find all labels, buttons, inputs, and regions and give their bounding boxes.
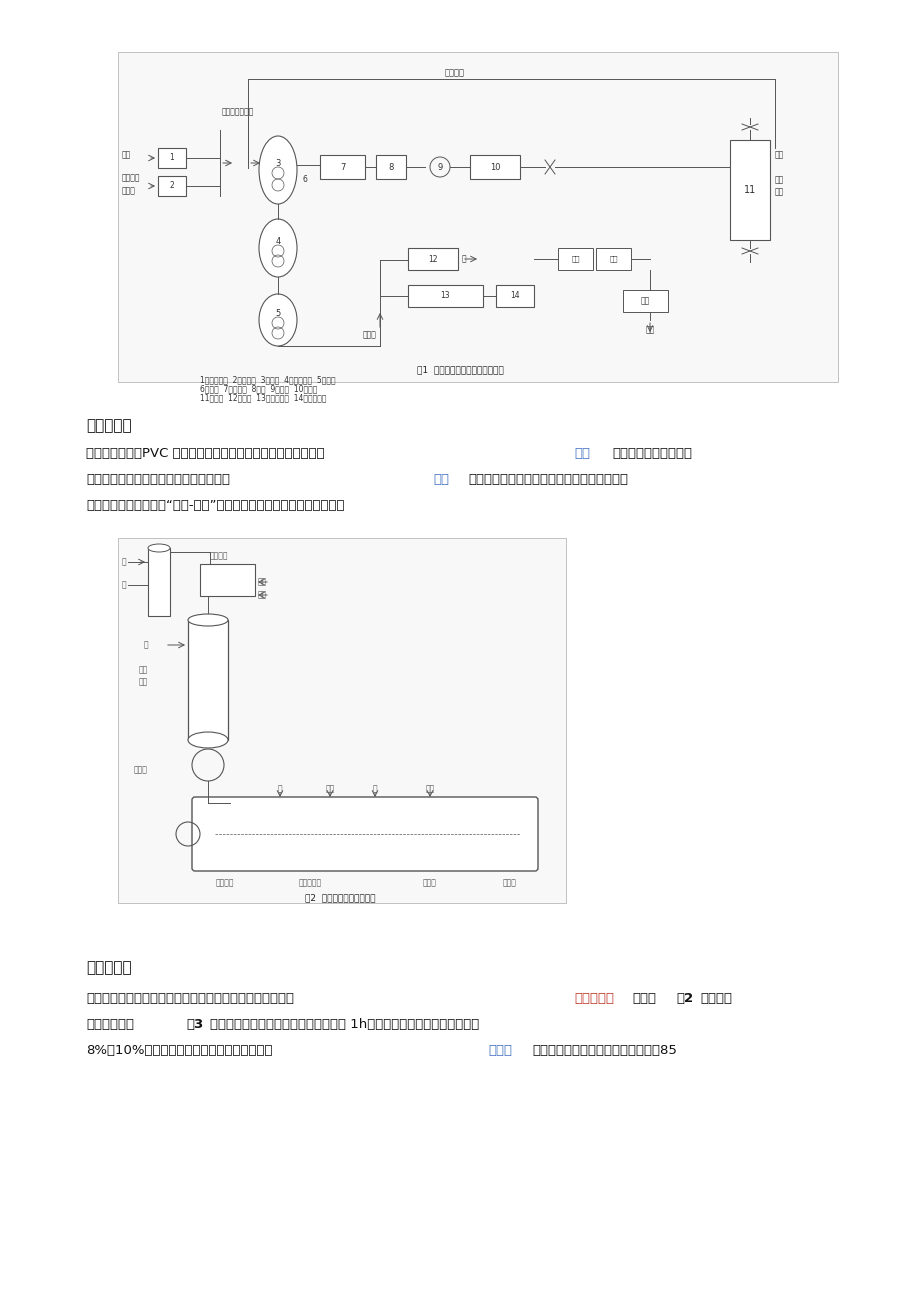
Text: 预聚物: 预聚物 [487,1044,512,1057]
Text: ）。聚合: ）。聚合 [699,992,732,1005]
Text: 固收单体: 固收单体 [445,68,464,77]
Ellipse shape [259,135,297,204]
Text: 合釜: 合釜 [139,677,148,686]
Text: 图2  二段本体聚合用聚合釜: 图2 二段本体聚合用聚合釜 [304,893,375,902]
Text: 5: 5 [275,309,280,318]
Text: 4: 4 [275,237,280,246]
Bar [622,290,667,312]
Text: 聚合釜: 聚合釜 [423,878,437,887]
Ellipse shape [187,732,228,749]
Text: 3: 3 [275,159,280,168]
Text: 单体: 单体 [425,784,434,793]
Ellipse shape [259,294,297,346]
Bar [187,620,228,740]
Bar [199,564,255,596]
Text: 最早的工业生产PVC 的一种方法。在乳液聚合中，除水和氯乙烯: 最早的工业生产PVC 的一种方法。在乳液聚合中，除水和氯乙烯 [85,447,324,460]
Text: 水: 水 [143,641,148,650]
Text: 热空气: 热空气 [363,331,377,340]
Bar [320,155,365,178]
Text: 水: 水 [372,784,377,793]
Text: 水: 水 [121,581,126,590]
Text: 过滤: 过滤 [608,255,617,262]
Text: 11: 11 [743,185,755,195]
Text: 图1  氯氯乙烯悬浮聚合的工艺流程: 图1 氯氯乙烯悬浮聚合的工艺流程 [416,365,503,374]
Text: 6: 6 [302,174,307,184]
Text: 6真空层  7气分离罐  8气罐  9压缩机  10镖冲罐: 6真空层 7气分离罐 8气罐 9压缩机 10镖冲罐 [199,384,317,393]
Text: 钠等表面活性剂作乳化剂，使单体分散于: 钠等表面活性剂作乳化剂，使单体分散于 [85,473,230,486]
Text: 10: 10 [489,163,500,172]
Text: 1单体计量槽  2水计量槽  3聚合釜  4单体回收罐  5混合室: 1单体计量槽 2水计量槽 3聚合釜 4单体回收罐 5混合室 [199,375,335,384]
Text: 空气: 空气 [774,187,783,197]
Bar [407,285,482,307]
Ellipse shape [187,615,228,626]
Bar [558,247,593,270]
Bar [118,52,837,381]
Text: 单体: 单体 [573,447,589,460]
Text: 分散剂、催化剂: 分散剂、催化剂 [221,108,254,116]
Ellipse shape [148,544,170,552]
Text: 气体: 气体 [325,784,335,793]
FancyBboxPatch shape [192,797,538,871]
Text: 为引发剂，还可以采用“氧化-还原”引发体系，聚合历程和悬浮法不同。: 为引发剂，还可以采用“氧化-还原”引发体系，聚合历程和悬浮法不同。 [85,499,344,512]
Text: 11蛏管塔  12离心机  13流化干燥机  14旋风分离器: 11蛏管塔 12离心机 13流化干燥机 14旋风分离器 [199,393,326,402]
Bar [376,155,405,178]
Text: 温调: 温调 [774,176,783,185]
Text: 外，还要加入烷基磺酸: 外，还要加入烷基磺酸 [611,447,691,460]
Text: 卧式聚合釜: 卧式聚合釜 [573,992,613,1005]
Bar [596,247,630,270]
Bar [148,548,170,616]
Ellipse shape [259,219,297,277]
Text: 产品: 产品 [644,326,654,335]
Text: 脱离子、: 脱离子、 [122,173,141,182]
Bar [118,538,565,904]
Text: 9: 9 [437,163,442,172]
Bar [407,247,458,270]
Text: 构成（: 构成（ [631,992,655,1005]
Text: 水: 水 [121,557,126,566]
Text: 7: 7 [339,163,345,172]
Text: 余液: 余液 [571,255,579,262]
Text: 冷凝: 冷凝 [774,151,783,160]
Text: 乳液聚合法: 乳液聚合法 [85,418,131,434]
Bar [158,176,186,197]
Text: 搅拌装置: 搅拌装置 [210,551,228,560]
Text: 气体: 气体 [257,578,267,586]
Text: 水: 水 [278,784,282,793]
Text: 本体聚合法: 本体聚合法 [85,960,131,975]
Text: 单体: 单体 [257,591,267,599]
Text: 框式搅拌器: 框式搅拌器 [298,878,322,887]
Text: 水: 水 [461,254,466,263]
Bar [470,155,519,178]
Text: 聚合装置比较特殊，主要由立式预聚合釜和带框式搅拌器的: 聚合装置比较特殊，主要由立式预聚合釜和带框式搅拌器的 [85,992,294,1005]
Text: 脱气水: 脱气水 [122,186,136,195]
Bar [158,148,186,168]
Text: 8%～10%，然后流入第二段聚合釜中，补加与: 8%～10%，然后流入第二段聚合釜中，补加与 [85,1044,272,1057]
Text: 透平叶: 透平叶 [134,766,148,775]
Text: 图2: 图2 [675,992,692,1005]
Text: 12: 12 [427,254,437,263]
Text: 14: 14 [510,292,519,301]
Text: 水相: 水相 [433,473,448,486]
Text: 搅拌装置: 搅拌装置 [216,878,234,887]
Text: 13: 13 [440,292,449,301]
Bar [495,285,533,307]
Text: 聚合物: 聚合物 [503,878,516,887]
Text: 2: 2 [169,181,175,190]
Text: 8: 8 [388,163,393,172]
Text: 等量的单体，继续聚合。待转化率达85: 等量的单体，继续聚合。待转化率达85 [531,1044,676,1057]
Text: 分两段进行（: 分两段进行（ [85,1018,134,1031]
Text: 单体: 单体 [122,151,131,160]
Text: 预聚: 预聚 [139,665,148,674]
Bar [729,141,769,240]
Text: 图3: 图3 [186,1018,203,1031]
Text: 薄分: 薄分 [641,297,650,306]
Text: 1: 1 [169,154,175,163]
Text: 中而成乳液状，以水溶性过硫酸钾或过硫酸铵: 中而成乳液状，以水溶性过硫酸钾或过硫酸铵 [468,473,628,486]
Text: ）。单体和引发剂先在预聚合釜中预聚 1h，生成种子粒子，这时转化率达: ）。单体和引发剂先在预聚合釜中预聚 1h，生成种子粒子，这时转化率达 [210,1018,479,1031]
